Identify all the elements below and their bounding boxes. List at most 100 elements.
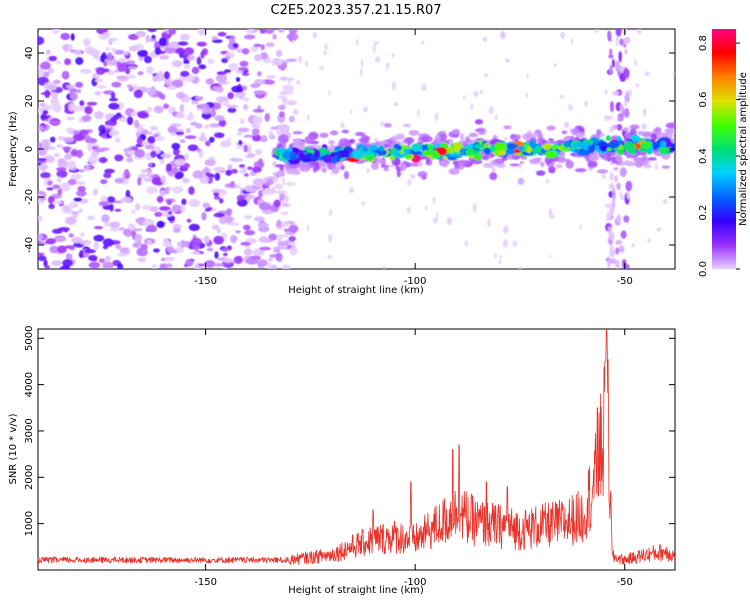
heatmap-cell <box>87 142 93 152</box>
heatmap-cell <box>417 171 428 178</box>
colorbar: 0.0 0.2 0.4 0.6 0.8 Normalized spectral ampl… <box>698 29 749 277</box>
heatmap-cell <box>49 245 59 254</box>
heatmap-cell <box>293 140 305 149</box>
colorbar-tick-label: 0.8 <box>698 35 709 51</box>
heatmap-cell <box>505 148 515 155</box>
heatmap-cell <box>124 51 129 56</box>
heatmap-cell <box>237 131 243 137</box>
heatmap-cell <box>250 83 261 89</box>
heatmap-cell <box>605 147 612 152</box>
snr-panel: -150 -100 -50 1000 2000 3000 4000 5000 Height o… <box>8 326 676 596</box>
heatmap-cell <box>164 77 173 86</box>
heatmap-cell <box>267 262 272 269</box>
heatmap-cell <box>609 244 614 253</box>
heatmap-cell <box>613 124 618 130</box>
heatmap-cell <box>179 139 186 143</box>
heatmap-cell <box>459 147 469 156</box>
heatmap-cell <box>459 133 465 141</box>
heatmap-cell <box>228 63 239 71</box>
heatmap-cell <box>156 220 165 229</box>
heatmap-cell <box>403 149 411 154</box>
y-tick-label: 4000 <box>24 372 35 397</box>
y-tick-label: 5000 <box>24 326 35 351</box>
heatmap-cell <box>606 115 614 121</box>
heatmap-cell <box>195 96 204 101</box>
heatmap-cell <box>165 263 173 268</box>
heatmap-cell <box>149 38 157 42</box>
heatmap-cell <box>52 200 64 204</box>
heatmap-cell <box>73 50 83 56</box>
heatmap-cell <box>67 178 77 186</box>
heatmap-cell <box>573 148 580 154</box>
heatmap-cell <box>259 29 267 34</box>
heatmap-cell <box>641 123 647 130</box>
heatmap-cell <box>204 124 210 130</box>
heatmap-cell <box>278 104 286 110</box>
heatmap-cell <box>102 238 114 247</box>
heatmap-cell <box>179 33 190 41</box>
heatmap-cell <box>281 203 291 207</box>
heatmap-cell <box>286 33 299 41</box>
heatmap-cell <box>231 168 238 174</box>
heatmap-cell <box>289 29 298 34</box>
heatmap-cell <box>69 88 78 93</box>
heatmap-cell <box>613 167 619 171</box>
heatmap-cell <box>86 101 98 106</box>
heatmap-cell <box>244 194 256 200</box>
heatmap-cell <box>93 241 100 251</box>
heatmap-cell <box>614 175 618 183</box>
heatmap-cell <box>180 70 190 77</box>
heatmap-cell <box>623 127 630 132</box>
heatmap-cell <box>261 190 272 196</box>
heatmap-cell <box>525 92 529 99</box>
chart-title: C2E5.2023.357.21.15.R07 <box>270 3 441 18</box>
heatmap-cell <box>75 57 84 65</box>
heatmap-cell <box>146 172 154 179</box>
heatmap-cell <box>395 144 402 151</box>
heatmap-cell <box>130 111 139 117</box>
heatmap-cell <box>227 104 239 109</box>
heatmap-cell <box>451 129 461 135</box>
heatmap-cell <box>173 48 185 54</box>
heatmap-cell <box>95 67 106 75</box>
heatmap-cell <box>563 140 570 149</box>
heatmap-cell <box>259 201 271 211</box>
heatmap-cell <box>407 179 412 186</box>
heatmap-cell <box>247 166 253 170</box>
heatmap-cell <box>392 81 396 91</box>
heatmap-cell <box>171 167 179 174</box>
heatmap-cell <box>234 70 244 74</box>
heatmap-cell <box>311 157 317 163</box>
heatmap-cell <box>42 147 50 151</box>
heatmap-cell <box>232 158 244 162</box>
heatmap-cell <box>150 150 157 158</box>
heatmap-cell <box>183 240 190 248</box>
heatmap-cell <box>273 58 280 66</box>
heatmap-cell <box>434 112 439 122</box>
heatmap-cell <box>268 130 273 136</box>
heatmap-cell <box>271 264 278 269</box>
heatmap-cell <box>474 128 486 132</box>
heatmap-cell <box>623 98 628 107</box>
heatmap-cell <box>380 164 390 169</box>
heatmap-cell <box>183 60 190 64</box>
heatmap-cell <box>45 238 57 245</box>
heatmap-cell <box>213 212 225 218</box>
heatmap-cell <box>130 209 136 214</box>
heatmap-cell <box>67 129 75 135</box>
heatmap-cell <box>203 260 216 268</box>
heatmap-cell <box>268 233 278 241</box>
heatmap-cell <box>473 143 483 149</box>
colorbar-tick-label: 0.0 <box>698 261 709 277</box>
heatmap-cell <box>214 251 219 259</box>
heatmap-cell <box>63 137 75 143</box>
heatmap-cell <box>324 43 328 51</box>
heatmap-cell <box>175 246 184 253</box>
heatmap-cell <box>191 66 200 74</box>
heatmap-cell <box>629 124 640 130</box>
heatmap-cell <box>246 257 258 265</box>
heatmap-cell <box>136 247 148 257</box>
y-tick-label: 0 <box>24 146 35 152</box>
heatmap-cell <box>84 105 93 115</box>
heatmap-cell <box>52 29 60 35</box>
